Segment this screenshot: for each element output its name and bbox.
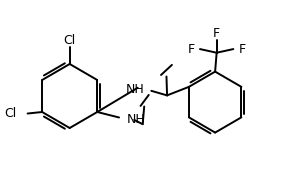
Text: Cl: Cl — [5, 107, 17, 120]
Text: NH: NH — [126, 83, 145, 96]
Text: NH: NH — [127, 113, 145, 126]
Text: F: F — [187, 43, 195, 55]
Text: F: F — [239, 43, 246, 55]
Text: F: F — [213, 27, 220, 40]
Text: Cl: Cl — [64, 34, 76, 47]
